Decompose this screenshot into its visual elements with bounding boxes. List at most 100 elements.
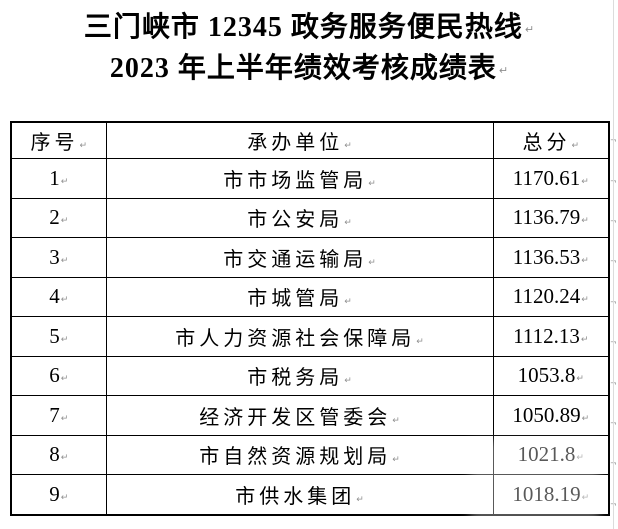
- cell-end-mark-icon: ↵: [416, 336, 424, 347]
- table-body: 1↵ 市市场监管局↵ 1170.61↵ 2↵ 市公安局↵ 1136.79↵ 3↵…: [10, 158, 610, 515]
- table-row: 7↵ 经济开发区管委会↵ 1050.89↵: [10, 395, 610, 436]
- unit-text: 市人力资源社会保障局: [175, 327, 416, 350]
- cell-end-mark-icon: ↵: [368, 178, 376, 189]
- table-row: 3↵ 市交通运输局↵ 1136.53↵: [10, 237, 610, 278]
- unit-text: 市公安局: [247, 209, 344, 232]
- cell-end-mark-icon: ↵: [581, 255, 589, 266]
- score-text: 1112.13: [513, 323, 580, 348]
- title-line-1: 三门峡市 12345 政务服务便民热线 ↵: [0, 8, 618, 49]
- cell-end-mark-icon: ↵: [571, 141, 580, 151]
- table-row: 6↵ 市税务局↵ 1053.8↵: [10, 355, 610, 396]
- cell-serial: 5↵: [10, 316, 107, 357]
- cell-end-mark-icon: ↵: [344, 376, 352, 387]
- header-serial-text: 序号: [30, 132, 79, 154]
- score-text: 1050.89: [512, 402, 581, 427]
- cell-score: 1112.13↵: [492, 316, 610, 357]
- serial-text: 2: [49, 205, 60, 230]
- unit-text: 市税务局: [247, 367, 344, 390]
- cell-serial: 2↵: [10, 197, 107, 238]
- row-end-mark-icon: ¬: [610, 202, 618, 242]
- cell-end-mark-icon: ↵: [368, 257, 376, 268]
- row-end-mark-icon: ¬: [610, 121, 618, 161]
- serial-text: 9: [49, 481, 60, 506]
- cell-end-mark-icon: ↵: [60, 453, 69, 464]
- serial-text: 7: [49, 402, 60, 427]
- cell-end-mark-icon: ↵: [60, 334, 69, 345]
- table-row: 4↵ 市城管局↵ 1120.24↵: [10, 276, 610, 317]
- score-text: 1170.61: [512, 165, 581, 190]
- serial-text: 4: [49, 284, 60, 309]
- cell-end-mark-icon: ↵: [60, 295, 69, 306]
- cell-end-mark-icon: ↵: [79, 141, 88, 151]
- row-end-mark-icon: ¬: [610, 161, 618, 201]
- cell-end-mark-icon: ↵: [60, 374, 69, 385]
- row-end-mark-icon: ¬: [610, 283, 618, 323]
- cell-score: 1050.89↵: [492, 395, 610, 436]
- table-row: 2↵ 市公安局↵ 1136.79↵: [10, 197, 610, 238]
- cell-serial: 8↵: [10, 434, 107, 475]
- header-serial: 序号↵: [10, 121, 107, 159]
- cell-score: 1018.19↵: [492, 474, 610, 515]
- score-text: 1018.19: [512, 481, 581, 506]
- cell-end-mark-icon: ↵: [356, 494, 364, 505]
- cell-end-mark-icon: ↵: [392, 415, 400, 426]
- cell-score: 1136.79↵: [492, 197, 610, 238]
- header-score-text: 总分: [522, 132, 571, 154]
- cell-end-mark-icon: ↵: [581, 413, 590, 424]
- unit-text: 经济开发区管委会: [199, 406, 392, 429]
- cell-end-mark-icon: ↵: [576, 453, 584, 464]
- score-text: 1136.53: [512, 244, 581, 269]
- score-text: 1021.8: [517, 442, 576, 467]
- row-end-mark-icon: ¬: [610, 363, 618, 403]
- cell-end-mark-icon: ↵: [581, 176, 589, 187]
- serial-text: 5: [49, 323, 60, 348]
- cell-end-mark-icon: ↵: [344, 297, 352, 308]
- cell-end-mark-icon: ↵: [60, 176, 69, 187]
- cell-end-mark-icon: ↵: [580, 334, 589, 345]
- serial-text: 6: [49, 363, 60, 388]
- cell-end-mark-icon: ↵: [344, 218, 352, 229]
- row-end-marks: ¬¬¬¬¬¬¬¬¬¬: [610, 121, 618, 525]
- header-unit-text: 承办单位: [247, 132, 344, 154]
- cell-unit: 市供水集团↵: [105, 474, 494, 515]
- serial-text: 1: [49, 165, 60, 190]
- page-edge-line: [613, 0, 614, 529]
- score-table: 序号↵ 承办单位↵ 总分↵ 1↵ 市市场监管局↵ 1170.61↵ 2↵ 市公安…: [10, 121, 610, 516]
- cell-score: 1136.53↵: [492, 237, 610, 278]
- row-end-mark-icon: ¬: [610, 242, 618, 282]
- row-end-mark-icon: ¬: [610, 323, 618, 363]
- cell-unit: 市交通运输局↵: [105, 237, 494, 278]
- cell-score: 1053.8↵: [492, 355, 610, 396]
- table-row: 5↵ 市人力资源社会保障局↵ 1112.13↵: [10, 316, 610, 357]
- cell-unit: 市公安局↵: [105, 197, 494, 238]
- table-header-row: 序号↵ 承办单位↵ 总分↵: [10, 121, 610, 159]
- paragraph-mark-icon: ↵: [524, 23, 535, 36]
- unit-text: 市交通运输局: [223, 248, 368, 271]
- header-unit: 承办单位↵: [105, 121, 494, 159]
- cell-unit: 市城管局↵: [105, 276, 494, 317]
- cell-unit: 市人力资源社会保障局↵: [105, 316, 494, 357]
- serial-text: 8: [49, 442, 60, 467]
- title-line-1-text: 三门峡市 12345 政务服务便民热线: [83, 12, 523, 43]
- table-row: 1↵ 市市场监管局↵ 1170.61↵: [10, 158, 610, 199]
- score-text: 1053.8: [517, 363, 576, 388]
- cell-serial: 4↵: [10, 276, 107, 317]
- score-text: 1120.24: [512, 284, 581, 309]
- cell-end-mark-icon: ↵: [581, 216, 589, 227]
- unit-text: 市供水集团: [235, 485, 356, 508]
- cell-end-mark-icon: ↵: [392, 455, 400, 466]
- cell-unit: 市税务局↵: [105, 355, 494, 396]
- row-end-mark-icon: ¬: [610, 485, 618, 525]
- cell-unit: 市自然资源规划局↵: [105, 434, 494, 475]
- cell-end-mark-icon: ↵: [344, 141, 352, 151]
- cell-end-mark-icon: ↵: [60, 413, 69, 424]
- cell-serial: 6↵: [10, 355, 107, 396]
- cell-serial: 7↵: [10, 395, 107, 436]
- title-line-2-text: 2023 年上半年绩效考核成绩表: [109, 53, 497, 84]
- document-title: 三门峡市 12345 政务服务便民热线 ↵ 2023 年上半年绩效考核成绩表 ↵: [0, 8, 618, 90]
- row-end-mark-icon: ¬: [610, 404, 618, 444]
- cell-end-mark-icon: ↵: [581, 492, 590, 503]
- cell-serial: 9↵: [10, 474, 107, 515]
- cell-end-mark-icon: ↵: [581, 295, 589, 306]
- cell-unit: 经济开发区管委会↵: [105, 395, 494, 436]
